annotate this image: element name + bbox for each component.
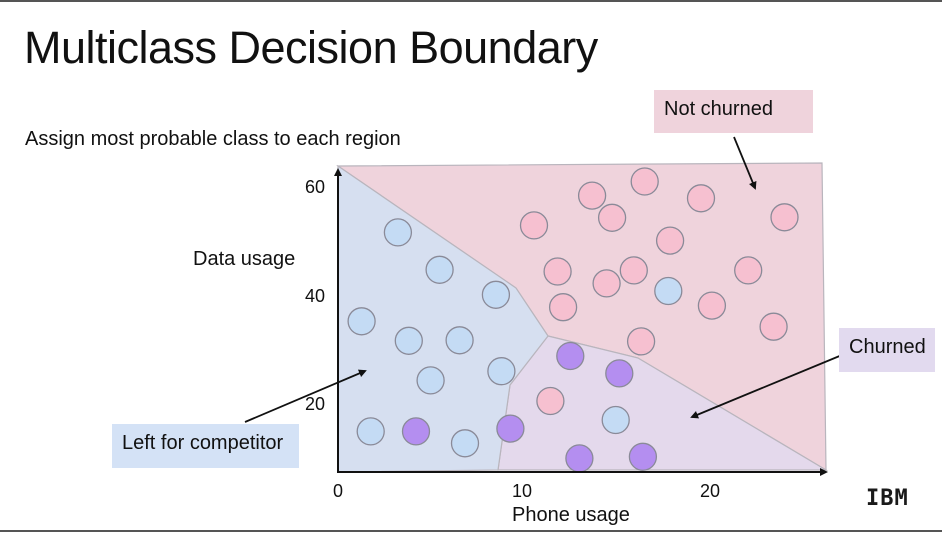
- point-not-churned: [770, 203, 799, 232]
- point-left-for-competitor: [450, 429, 480, 458]
- point-churned: [605, 359, 634, 388]
- arrows-layer: [244, 136, 843, 423]
- point-not-churned: [759, 312, 788, 341]
- point-churned: [628, 442, 658, 471]
- point-not-churned: [592, 269, 621, 298]
- point-left-for-competitor: [394, 326, 423, 355]
- point-left-for-competitor: [601, 405, 630, 435]
- point-left-for-competitor: [654, 276, 683, 306]
- label-churned: Churned: [839, 328, 935, 372]
- x-tick-label: 20: [700, 481, 721, 501]
- point-not-churned: [597, 203, 627, 232]
- label-not-churned: Not churned: [654, 90, 813, 133]
- point-not-churned: [577, 181, 607, 210]
- point-not-churned: [543, 257, 572, 286]
- point-not-churned: [655, 226, 685, 255]
- point-not-churned: [626, 327, 656, 356]
- point-churned: [496, 414, 525, 443]
- point-not-churned: [619, 256, 648, 285]
- point-left-for-competitor: [445, 326, 474, 355]
- point-not-churned: [686, 184, 716, 213]
- slide-title: Multiclass Decision Boundary: [24, 22, 598, 73]
- point-left-for-competitor: [347, 307, 376, 336]
- ibm-logo: IBM: [866, 486, 909, 511]
- x-tick-label: 10: [512, 481, 533, 501]
- slide-subtitle: Assign most probable class to each regio…: [25, 128, 401, 150]
- y-tick-label: 20: [305, 394, 326, 414]
- point-not-churned: [697, 291, 727, 320]
- point-not-churned: [519, 211, 549, 240]
- point-not-churned: [734, 256, 763, 285]
- x-tick-label: 0: [333, 481, 344, 501]
- point-not-churned: [536, 386, 565, 416]
- regions-layer: [336, 162, 829, 473]
- point-churned: [556, 341, 585, 371]
- point-not-churned: [630, 167, 659, 196]
- y-tick-label: 40: [305, 286, 326, 306]
- x-axis-label: Phone usage: [512, 504, 630, 526]
- point-left-for-competitor: [487, 357, 516, 386]
- label-left-for-competitor: Left for competitor: [112, 424, 299, 468]
- y-tick-label: 60: [305, 177, 326, 197]
- axes-layer: [334, 168, 828, 476]
- points-layer: [347, 167, 799, 473]
- point-left-for-competitor: [383, 218, 413, 247]
- arrow-left-for-competitor: [244, 369, 367, 423]
- point-churned: [401, 417, 431, 446]
- arrow-churned: [690, 354, 843, 419]
- point-churned: [565, 444, 594, 473]
- point-left-for-competitor: [481, 280, 511, 309]
- point-left-for-competitor: [425, 255, 454, 284]
- point-left-for-competitor: [416, 366, 445, 395]
- y-axis-label: Data usage: [193, 248, 296, 270]
- point-not-churned: [548, 293, 578, 322]
- point-left-for-competitor: [356, 417, 385, 446]
- arrow-not-churned: [733, 136, 757, 190]
